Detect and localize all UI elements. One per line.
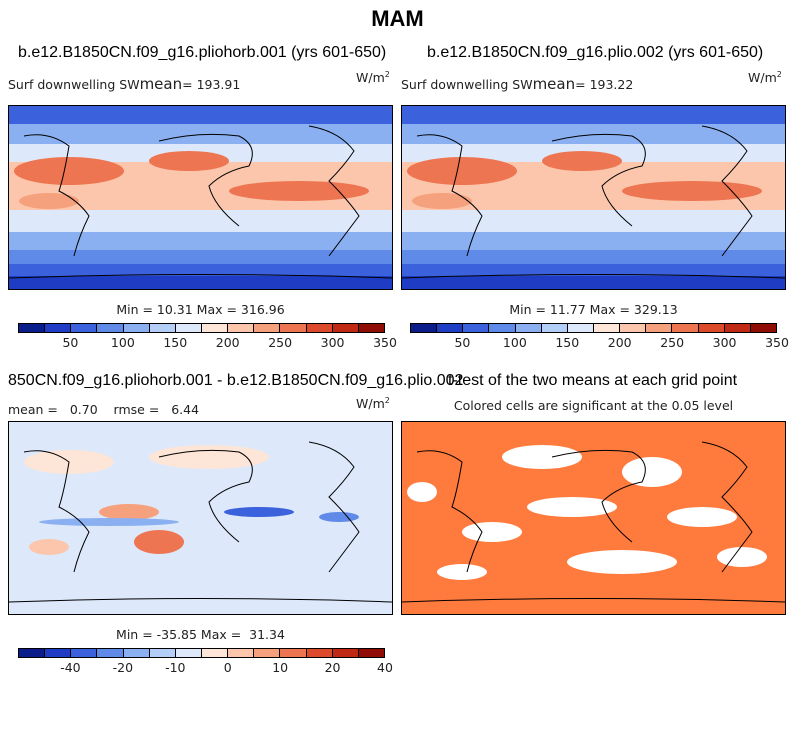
panel4-title: t-test of the two means at each grid poi… (448, 372, 738, 389)
panel3-colorbar-tick-label: -40 (60, 660, 81, 675)
panel1-colorbar-swatch (19, 324, 46, 332)
panel1-colorbar-swatch (306, 324, 333, 332)
panel1-case-title: b.e12.B1850CN.f09_g16.pliohorb.001 (yrs … (18, 44, 387, 61)
panel2-colorbar-swatch (567, 324, 594, 332)
panel3-colorbar-swatch (228, 649, 255, 657)
panel4-field (402, 422, 785, 614)
panel3-colorbar-swatch (254, 649, 281, 657)
figure-title: MAM (371, 6, 424, 31)
panel2-field (402, 106, 785, 289)
panel1-colorbar-swatch (175, 324, 202, 332)
panel1-colorbar-swatch (45, 324, 72, 332)
panel2-colorbar-swatch (750, 324, 776, 332)
panel1-colorbar-swatch (97, 324, 124, 332)
panel3-colorbar-swatch (332, 649, 359, 657)
panel2-colorbar-swatch (724, 324, 751, 332)
panel3-colorbar-tick-label: -10 (165, 660, 186, 675)
panel3-case-title: 850CN.f09_g16.pliohorb.001 - b.e12.B1850… (8, 372, 464, 389)
panel1-colorbar-ticks: 50 100 150 200 250 300 350 (18, 335, 396, 351)
panel3-colorbar-swatch (306, 649, 333, 657)
panel1-colorbar-swatch (280, 324, 307, 332)
panel3-colorbar-tick-label: 40 (377, 660, 393, 675)
panel3-map (8, 421, 393, 615)
panel2-colorbar-swatch (672, 324, 699, 332)
panel2-colorbar-tick-label: 50 (454, 335, 471, 350)
panel1-map (8, 105, 393, 290)
panel3-colorbar-swatch (175, 649, 202, 657)
panel3-colorbar-swatch (71, 649, 98, 657)
panel2-colorbar-swatch (620, 324, 647, 332)
panel2-colorbar-swatch (698, 324, 725, 332)
panel2-colorbar-swatch (515, 324, 542, 332)
panel1-colorbar-swatch (123, 324, 150, 332)
panel1-colorbar-swatch (71, 324, 98, 332)
panel3-colorbar-swatch (123, 649, 150, 657)
panel2-colorbar-tick-label: 100 (502, 335, 527, 350)
panel2-colorbar-tick-label: 200 (607, 335, 632, 350)
panel1-colorbar-tick-label: 50 (62, 335, 79, 350)
panel1-colorbar-tick-label: 100 (110, 335, 135, 350)
panel1-colorbar-tick-label: 150 (163, 335, 188, 350)
panel1-units: W/m2 (356, 70, 390, 86)
panel1-colorbar-swatch (228, 324, 255, 332)
panel2-minmax: Min = 11.77 Max = 329.13 (509, 302, 678, 317)
panel1-field (9, 106, 392, 289)
panel3-minmax: Min = -35.85 Max = 31.34 (116, 627, 285, 642)
panel2-colorbar-tick-label: 250 (660, 335, 685, 350)
panel2-variable-label: Surf downwelling SWmean= 193.22 (401, 75, 634, 93)
panel1-colorbar-swatch (149, 324, 176, 332)
panel3-colorbar-tick-label: 20 (324, 660, 341, 675)
panel3-colorbar-swatch (97, 649, 124, 657)
panel3-field (9, 422, 392, 614)
panel3-colorbar-swatch (280, 649, 307, 657)
panel3-colorbar-tick-label: 10 (272, 660, 289, 675)
panel1-colorbar-tick-label: 300 (320, 335, 345, 350)
panel2-colorbar-swatch (541, 324, 568, 332)
panel2-units: W/m2 (748, 70, 782, 86)
panel2-colorbar-tick-label: 350 (765, 335, 789, 350)
panel4-note: Colored cells are significant at the 0.0… (453, 398, 734, 413)
panel1-colorbar-tick-label: 250 (268, 335, 293, 350)
panel2-colorbar-swatch (593, 324, 621, 332)
panel2-colorbar-swatch (437, 324, 464, 332)
panel3-units: W/m2 (356, 396, 390, 412)
panel3-colorbar-tick-label: 0 (223, 660, 232, 675)
panel2-colorbar-tick-label: 300 (712, 335, 737, 350)
panel2-colorbar-tick-label: 150 (555, 335, 580, 350)
panel3-colorbar-tick-label: -20 (112, 660, 134, 675)
panel3-colorbar-swatch (19, 649, 46, 657)
panel3-colorbar (18, 648, 385, 658)
panel1-minmax: Min = 10.31 Max = 316.96 (116, 302, 285, 317)
panel2-colorbar-swatch (411, 324, 438, 332)
panel1-colorbar-tick-label: 200 (215, 335, 240, 350)
panel1-colorbar-swatch (358, 324, 384, 332)
panel2-colorbar-ticks: 50 100 150 200 250 300 350 (410, 335, 788, 351)
panel4-map (401, 421, 786, 615)
panel1-colorbar (18, 323, 385, 333)
panel2-colorbar-swatch (489, 324, 516, 332)
panel1-colorbar-swatch (332, 324, 359, 332)
panel1-colorbar-swatch (254, 324, 281, 332)
panel1-colorbar-swatch (201, 324, 229, 332)
panel3-colorbar-ticks: -40 -20 -10 0 10 20 40 (18, 660, 393, 676)
panel3-stats: mean = 0.70 rmse = 6.44 (8, 402, 200, 417)
panel1-colorbar-tick-label: 350 (373, 335, 397, 350)
panel3-colorbar-swatch (149, 649, 176, 657)
panel3-colorbar-swatch (45, 649, 72, 657)
panel1-variable-label: Surf downwelling SWmean= 193.91 (8, 75, 241, 93)
panel3-colorbar-swatch (358, 649, 384, 657)
panel2-colorbar (410, 323, 777, 333)
panel2-case-title: b.e12.B1850CN.f09_g16.plio.002 (yrs 601-… (427, 44, 764, 61)
panel3-colorbar-swatch (201, 649, 229, 657)
panel2-map (401, 105, 786, 290)
panel2-colorbar-swatch (646, 324, 673, 332)
panel2-colorbar-swatch (463, 324, 490, 332)
